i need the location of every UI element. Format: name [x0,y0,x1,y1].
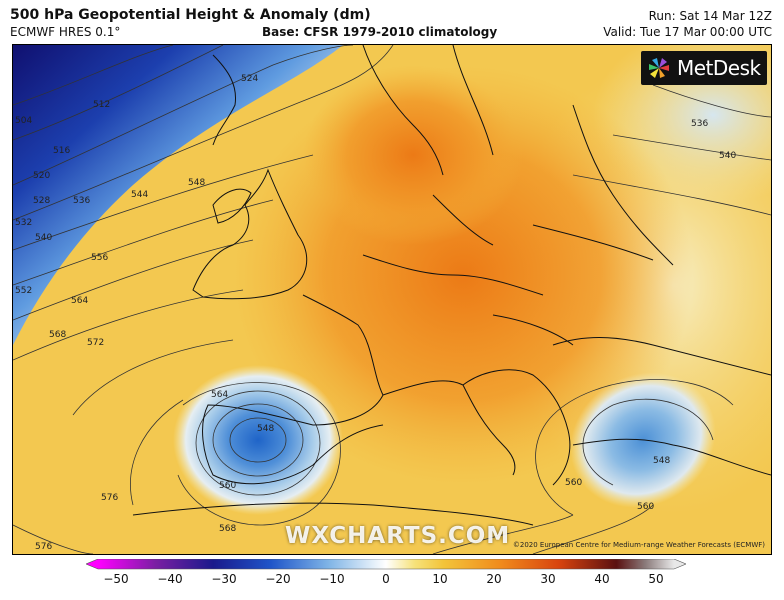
colorbar-tick-label: −50 [103,572,129,586]
contour-label: 524 [241,74,258,84]
model-name: ECMWF HRES 0.1° [10,25,121,39]
map-panel: 504 512 516 520 524 528 532 536 540 544 … [12,44,772,555]
colorbar-tick-label: 30 [540,572,556,586]
colorbar-gradient [85,558,687,570]
contour-label: 540 [35,233,52,243]
colorbar-tick-label: 20 [486,572,502,586]
chart-title: 500 hPa Geopotential Height & Anomaly (d… [10,7,371,23]
contour-label: 516 [53,146,70,156]
anomaly-iberia-cold [173,365,343,515]
contour-label: 528 [33,196,50,206]
colorbar-tick-label: 50 [648,572,664,586]
metdesk-logo-icon [649,58,669,78]
contour-label: 576 [35,542,52,552]
contour-label: 564 [211,390,228,400]
contour-label: 548 [653,456,670,466]
contour-label: 556 [91,253,108,263]
contour-label: 504 [15,116,32,126]
weather-map: 504 512 516 520 524 528 532 536 540 544 … [13,45,771,554]
metdesk-name: MetDesk [677,56,761,80]
colorbar-tick-label: 10 [432,572,448,586]
colorbar-tick-label: 0 [382,572,390,586]
contour-label: 568 [219,524,236,534]
contour-label: 568 [49,330,66,340]
metdesk-badge: MetDesk [641,51,767,85]
contour-label: 560 [219,481,236,491]
contour-label: 560 [565,478,582,488]
anomaly-north-warm [303,65,523,245]
colorbar-scale [85,558,687,570]
colorbar-tick-label: −10 [319,572,345,586]
colorbar-tick-label: −20 [265,572,291,586]
colorbar-tick-label: 40 [594,572,610,586]
coastlines [132,45,771,526]
contour-label: 536 [691,119,708,129]
contour-label: 512 [93,100,110,110]
contour-label: 532 [15,218,32,228]
base-climatology: Base: CFSR 1979-2010 climatology [262,25,498,39]
contour-labels: 504 512 516 520 524 528 532 536 540 544 … [15,74,736,552]
colorbar-tick-label: −40 [157,572,183,586]
contour-label: 560 [637,502,654,512]
colorbar: −50 −40 −30 −20 −10 0 10 20 30 40 50 [85,558,687,598]
contour-label: 520 [33,171,50,181]
wxcharts-watermark: WXCHARTS.COM [285,523,511,549]
contour-label: 548 [257,424,274,434]
colorbar-tick-label: −30 [211,572,237,586]
contour-label: 536 [73,196,90,206]
run-time: Run: Sat 14 Mar 12Z [648,9,772,23]
contour-label: 540 [719,151,736,161]
contour-label: 552 [15,286,32,296]
contour-label: 544 [131,190,148,200]
copyright-note: ©2020 European Centre for Medium-range W… [512,541,765,549]
contour-label: 576 [101,493,118,503]
contour-label: 564 [71,296,88,306]
contour-label: 548 [188,178,205,188]
contour-label: 572 [87,338,104,348]
anomaly-northwest-cold [13,45,343,345]
valid-time: Valid: Tue 17 Mar 00:00 UTC [603,25,772,39]
